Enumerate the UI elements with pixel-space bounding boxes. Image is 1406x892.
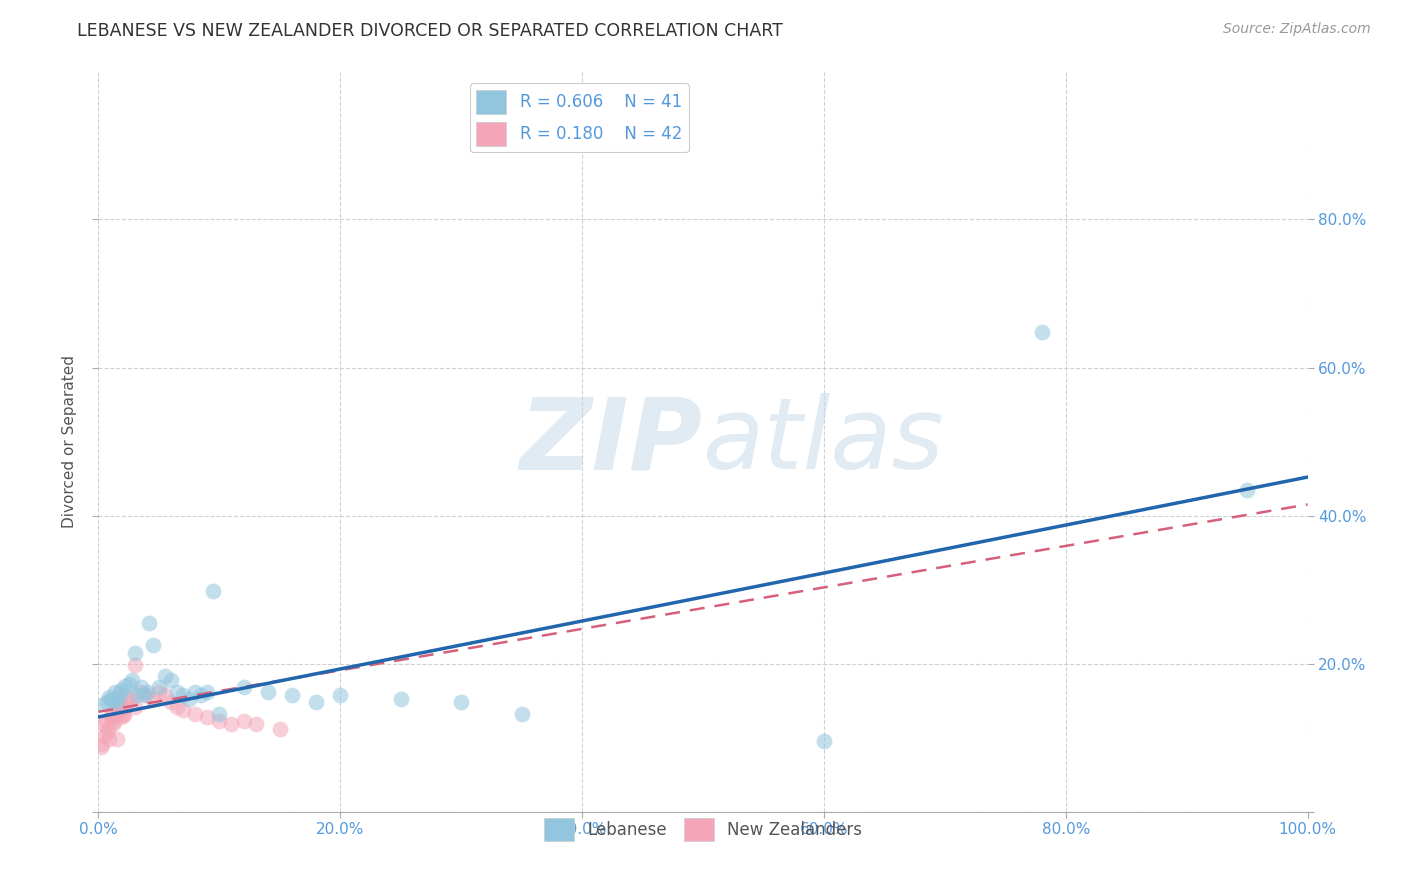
Point bbox=[107, 690, 129, 704]
Point bbox=[389, 692, 412, 706]
Point bbox=[98, 732, 121, 747]
Point bbox=[510, 706, 533, 721]
Point bbox=[305, 695, 328, 709]
Point bbox=[110, 710, 132, 724]
Point bbox=[98, 690, 121, 704]
Point bbox=[232, 714, 254, 729]
Point bbox=[112, 708, 135, 723]
Point bbox=[160, 695, 183, 709]
Point bbox=[105, 706, 128, 721]
Point bbox=[195, 685, 218, 699]
Point bbox=[105, 732, 128, 747]
Point bbox=[172, 688, 194, 702]
Point bbox=[135, 688, 157, 702]
Point bbox=[101, 717, 124, 731]
Point bbox=[190, 688, 212, 702]
Point bbox=[101, 695, 124, 709]
Point bbox=[232, 681, 254, 695]
Point bbox=[1031, 325, 1053, 339]
Point bbox=[108, 695, 131, 709]
Point bbox=[208, 714, 231, 729]
Point bbox=[91, 717, 114, 731]
Text: atlas: atlas bbox=[703, 393, 945, 490]
Point bbox=[160, 673, 183, 687]
Point bbox=[166, 699, 188, 714]
Point bbox=[97, 722, 120, 736]
Point bbox=[111, 706, 134, 721]
Point bbox=[153, 688, 176, 702]
Point bbox=[118, 677, 141, 691]
Point bbox=[120, 692, 142, 706]
Point bbox=[129, 685, 152, 699]
Point bbox=[127, 688, 149, 702]
Point bbox=[118, 692, 141, 706]
Point bbox=[103, 714, 125, 729]
Point bbox=[256, 685, 278, 699]
Point bbox=[105, 694, 128, 708]
Point bbox=[124, 646, 146, 660]
Point bbox=[108, 686, 131, 700]
Point bbox=[96, 695, 118, 709]
Point bbox=[221, 717, 243, 731]
Point bbox=[450, 695, 472, 709]
Point bbox=[184, 685, 207, 699]
Point bbox=[134, 688, 156, 702]
Point bbox=[813, 734, 835, 748]
Text: Source: ZipAtlas.com: Source: ZipAtlas.com bbox=[1223, 22, 1371, 37]
Legend: Lebanese, New Zealanders: Lebanese, New Zealanders bbox=[537, 811, 869, 847]
Point bbox=[100, 706, 122, 721]
Point bbox=[91, 737, 114, 751]
Point bbox=[93, 729, 115, 743]
Point bbox=[124, 658, 146, 673]
Point bbox=[110, 682, 132, 697]
Point bbox=[96, 724, 118, 739]
Point bbox=[93, 698, 115, 712]
Point bbox=[94, 714, 117, 729]
Point bbox=[129, 681, 152, 695]
Point bbox=[114, 679, 136, 693]
Point bbox=[179, 692, 201, 706]
Point bbox=[104, 710, 127, 724]
Point bbox=[184, 706, 207, 721]
Point bbox=[90, 739, 112, 754]
Point bbox=[281, 688, 304, 702]
Point bbox=[148, 681, 170, 695]
Point bbox=[195, 710, 218, 724]
Point bbox=[100, 710, 122, 724]
Point bbox=[104, 685, 127, 699]
Text: LEBANESE VS NEW ZEALANDER DIVORCED OR SEPARATED CORRELATION CHART: LEBANESE VS NEW ZEALANDER DIVORCED OR SE… bbox=[77, 22, 783, 40]
Point bbox=[208, 706, 231, 721]
Point bbox=[245, 717, 267, 731]
Point bbox=[135, 685, 157, 699]
Point bbox=[124, 699, 146, 714]
Point bbox=[142, 692, 165, 706]
Point bbox=[172, 702, 194, 716]
Point bbox=[329, 688, 352, 702]
Point bbox=[108, 699, 131, 714]
Point bbox=[1236, 483, 1258, 497]
Text: ZIP: ZIP bbox=[520, 393, 703, 490]
Point bbox=[153, 669, 176, 683]
Point bbox=[121, 673, 143, 687]
Point bbox=[138, 615, 160, 630]
Point bbox=[100, 692, 122, 706]
Point bbox=[115, 695, 138, 709]
Point bbox=[107, 702, 129, 716]
Point bbox=[114, 699, 136, 714]
Point bbox=[148, 685, 170, 699]
Point bbox=[269, 722, 291, 736]
Point bbox=[166, 685, 188, 699]
Point bbox=[142, 638, 165, 652]
Y-axis label: Divorced or Separated: Divorced or Separated bbox=[62, 355, 77, 528]
Point bbox=[202, 584, 225, 599]
